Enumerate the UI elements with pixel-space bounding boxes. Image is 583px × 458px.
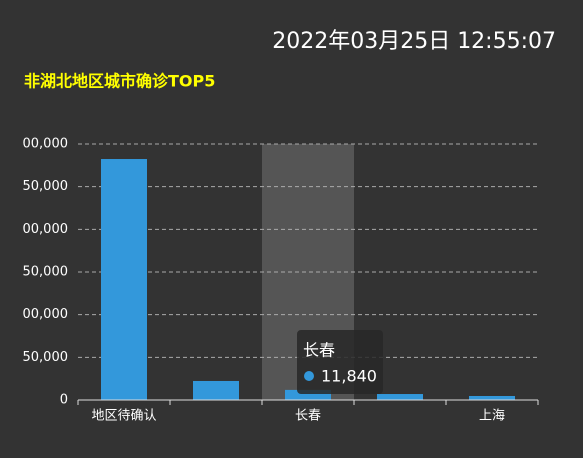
y-tick-label: 0 (60, 393, 68, 408)
y-tick-label: 50,000 (23, 179, 69, 194)
tooltip-title: 长春 (303, 341, 335, 360)
tooltip-value: 11,840 (321, 367, 377, 386)
chart-title: 非湖北地区城市确诊TOP5 (24, 72, 215, 91)
bar (469, 395, 515, 400)
y-tick-label: 00,000 (23, 307, 69, 322)
y-tick-label: 50,000 (23, 350, 69, 365)
y-tick-label: 00,000 (23, 137, 69, 152)
x-tick-label: 长春 (295, 409, 321, 424)
bar (377, 394, 423, 400)
timestamp: 2022年03月25日 12:55:07 (272, 29, 556, 54)
tooltip-dot (304, 371, 314, 381)
y-tick-label: 50,000 (23, 265, 69, 280)
y-tick-label: 00,000 (23, 222, 69, 237)
tooltip: 长春 11,840 (297, 330, 383, 394)
x-tick-label: 上海 (479, 409, 505, 424)
x-tick-label: 地区待确认 (91, 409, 156, 424)
bar (101, 159, 147, 400)
bar (285, 389, 331, 400)
tooltip-box (297, 330, 383, 394)
bar (193, 380, 239, 400)
